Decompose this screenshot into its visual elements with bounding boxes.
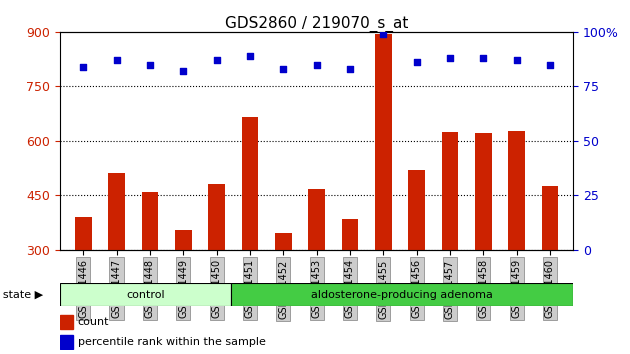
- Bar: [341, 219, 358, 354]
- Bar: [241, 117, 258, 354]
- Point: [112, 57, 122, 63]
- Bar: [142, 192, 158, 354]
- Point: [278, 66, 289, 72]
- Bar: [275, 233, 292, 354]
- Point: [178, 68, 188, 74]
- Text: count: count: [78, 318, 110, 327]
- Bar: [442, 132, 458, 354]
- Bar: [231, 283, 573, 306]
- Bar: [508, 131, 525, 354]
- Point: [345, 66, 355, 72]
- Bar: [542, 186, 558, 354]
- Text: disease state ▶: disease state ▶: [0, 290, 43, 300]
- Title: GDS2860 / 219070_s_at: GDS2860 / 219070_s_at: [225, 16, 408, 32]
- Point: [445, 55, 455, 61]
- Bar: [209, 184, 225, 354]
- Bar: [308, 189, 325, 354]
- Point: [78, 64, 88, 69]
- Point: [378, 31, 388, 37]
- Point: [212, 57, 222, 63]
- Bar: [108, 173, 125, 354]
- Point: [145, 62, 155, 67]
- Bar: [60, 315, 72, 329]
- Bar: [475, 133, 491, 354]
- Point: [478, 55, 488, 61]
- Text: control: control: [126, 290, 164, 300]
- Text: percentile rank within the sample: percentile rank within the sample: [78, 337, 266, 347]
- Point: [245, 53, 255, 59]
- Point: [312, 62, 322, 67]
- Bar: [75, 217, 91, 354]
- Bar: [60, 335, 72, 348]
- Bar: [175, 230, 192, 354]
- Point: [411, 59, 421, 65]
- Point: [545, 62, 555, 67]
- Bar: [408, 170, 425, 354]
- Point: [512, 57, 522, 63]
- Text: aldosterone-producing adenoma: aldosterone-producing adenoma: [311, 290, 493, 300]
- Bar: [60, 283, 231, 306]
- Bar: [375, 34, 392, 354]
